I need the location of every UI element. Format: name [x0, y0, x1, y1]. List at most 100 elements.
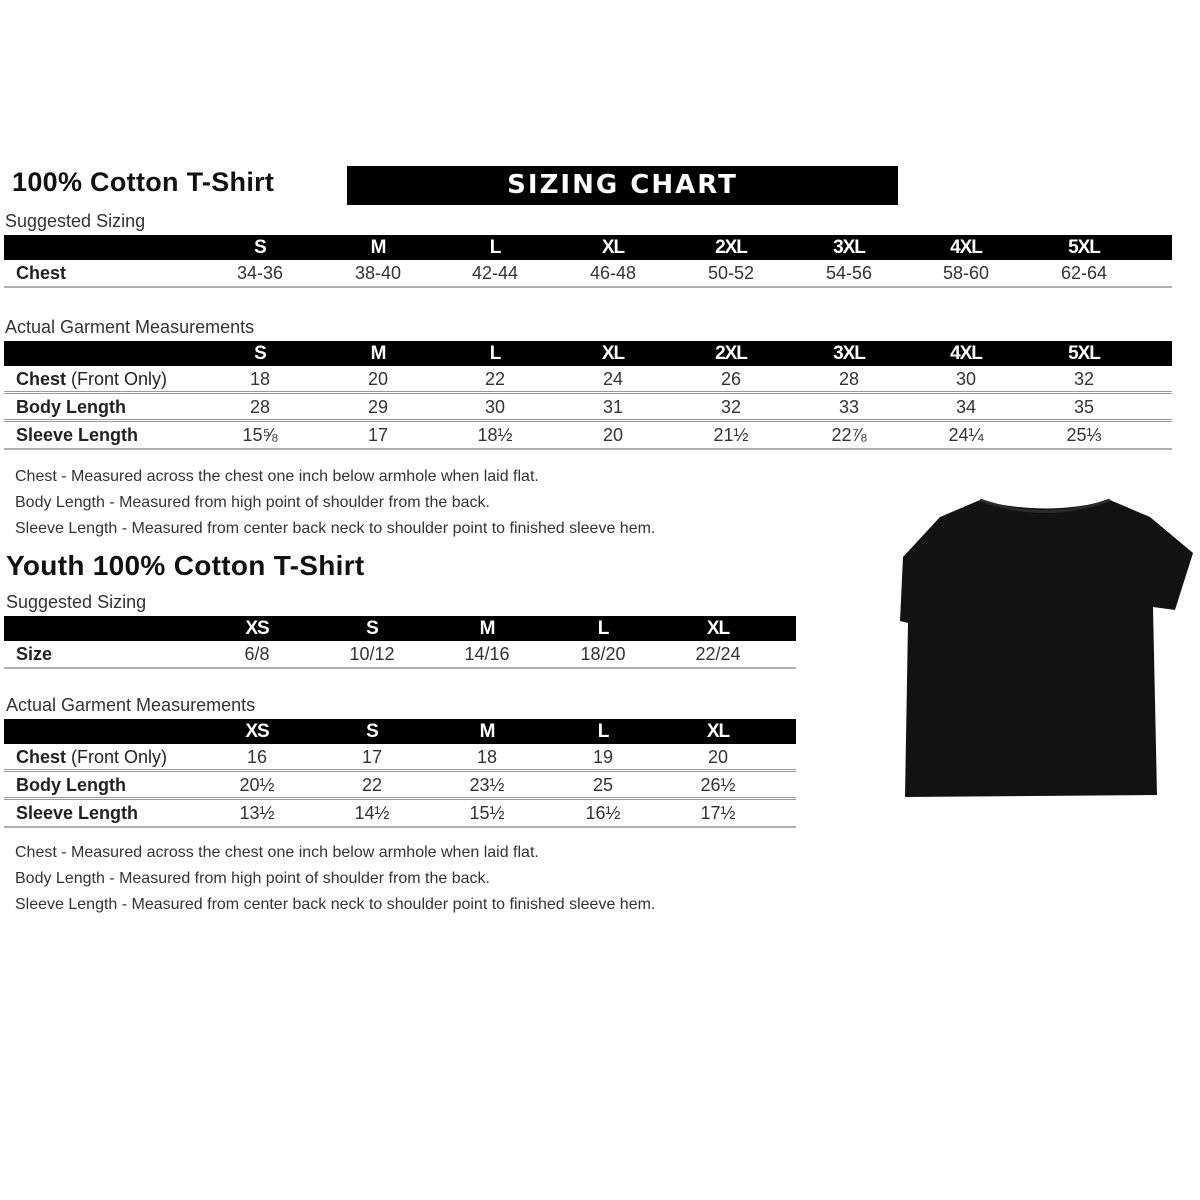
- row-label-qualifier: (Front Only): [71, 369, 168, 389]
- table-cell: 19: [592, 747, 614, 767]
- tshirt-shape: [900, 500, 1193, 797]
- table-cell: 20: [367, 369, 389, 389]
- table-cell: 31: [602, 397, 624, 417]
- table-cell: 20½: [239, 775, 275, 795]
- table-cell: 15½: [469, 803, 505, 823]
- row-label: Body Length: [16, 775, 126, 796]
- row-label-text: Chest: [16, 263, 67, 283]
- adult-suggested-label: Suggested Sizing: [5, 211, 146, 231]
- size-header-2xl: 2XL: [715, 343, 748, 364]
- size-header-s: S: [254, 343, 267, 364]
- row-label: Body Length: [16, 397, 126, 418]
- size-header-l: L: [489, 343, 502, 364]
- table-cell: 42-44: [471, 263, 519, 283]
- table-cell: 24¼: [948, 425, 984, 445]
- adult-note-chest: Chest - Measured across the chest one in…: [15, 468, 539, 485]
- size-header-m: M: [479, 618, 496, 639]
- table-cell: 29: [367, 397, 389, 417]
- table-cell: 50-52: [707, 263, 755, 283]
- sizing-chart-banner: SIZING CHART: [347, 166, 898, 205]
- row-label: Sleeve Length: [16, 803, 138, 824]
- table-cell: 17: [367, 425, 389, 445]
- table-cell: 26: [720, 369, 742, 389]
- table-cell: 30: [955, 369, 977, 389]
- row-label: Chest: [16, 263, 66, 284]
- table-cell: 18/20: [580, 644, 626, 664]
- table-cell: 38-40: [354, 263, 402, 283]
- table-cell: 14½: [354, 803, 390, 823]
- youth-suggested-label: Suggested Sizing: [6, 592, 147, 612]
- table-cell: 6/8: [244, 644, 270, 664]
- table-cell: 17: [361, 747, 383, 767]
- table-cell: 25⅓: [1066, 425, 1102, 445]
- tshirt-collar: [979, 498, 1111, 513]
- table-cell: 23½: [469, 775, 505, 795]
- table-row: Sleeve Length 15⅝ 17 18½ 20 21½ 22⅞ 24¼ 25⅓: [4, 422, 1172, 450]
- size-header-s: S: [254, 237, 267, 258]
- table-row: Body Length 28 29 30 31 32 33 34 35: [4, 394, 1172, 422]
- table-row: Body Length 20½ 22 23½ 25 26½: [4, 772, 796, 800]
- row-label: Chest (Front Only): [16, 369, 167, 390]
- size-header-2xl: 2XL: [715, 237, 748, 258]
- table-cell: 28: [838, 369, 860, 389]
- row-label-text: Sleeve Length: [16, 803, 139, 823]
- table-cell: 32: [720, 397, 742, 417]
- row-label-text: Body Length: [16, 397, 126, 417]
- table-cell: 16½: [585, 803, 621, 823]
- size-header-xl: XL: [601, 343, 625, 364]
- table-cell: 20: [707, 747, 729, 767]
- table-row: Chest (Front Only) 16 17 18 19 20: [4, 744, 796, 772]
- table-cell: 18: [476, 747, 498, 767]
- table-cell: 28: [249, 397, 271, 417]
- size-header-bar: XS S M L XL: [4, 719, 796, 744]
- size-header-4xl: 4XL: [950, 343, 983, 364]
- size-header-m: M: [479, 721, 496, 742]
- size-header-l: L: [489, 237, 502, 258]
- size-header-m: M: [370, 237, 387, 258]
- size-header-3xl: 3XL: [833, 343, 866, 364]
- table-cell: 20: [602, 425, 624, 445]
- size-header-xl: XL: [706, 721, 730, 742]
- table-cell: 10/12: [349, 644, 395, 664]
- size-header-bar: S M L XL 2XL 3XL 4XL 5XL: [4, 235, 1172, 260]
- row-label: Sleeve Length: [16, 425, 138, 446]
- table-cell: 15⅝: [242, 425, 278, 445]
- size-header-s: S: [366, 618, 379, 639]
- table-cell: 22: [484, 369, 506, 389]
- table-cell: 34: [955, 397, 977, 417]
- size-header-s: S: [366, 721, 379, 742]
- adult-note-sleeve: Sleeve Length - Measured from center bac…: [15, 520, 656, 537]
- size-header-3xl: 3XL: [833, 237, 866, 258]
- table-cell: 25: [592, 775, 614, 795]
- table-cell: 24: [602, 369, 624, 389]
- table-cell: 22⅞: [831, 425, 867, 445]
- row-label-text: Chest: [16, 747, 67, 767]
- size-header-5xl: 5XL: [1068, 237, 1101, 258]
- size-header-m: M: [370, 343, 387, 364]
- adult-title: 100% Cotton T-Shirt: [12, 167, 275, 197]
- size-header-5xl: 5XL: [1068, 343, 1101, 364]
- youth-note-body: Body Length - Measured from high point o…: [15, 870, 490, 887]
- table-row: Chest 34-36 38-40 42-44 46-48 50-52 54-56 58-60…: [4, 260, 1172, 288]
- row-label-text: Size: [16, 644, 53, 664]
- size-header-xs: XS: [245, 721, 269, 742]
- youth-suggested-table: XS S M L XL Size 6/8 10/12 14/16 18/20 22/24: [4, 616, 796, 669]
- table-cell: 34-36: [236, 263, 284, 283]
- table-cell: 17½: [700, 803, 736, 823]
- adult-note-body: Body Length - Measured from high point o…: [15, 494, 490, 511]
- table-cell: 13½: [239, 803, 275, 823]
- table-cell: 35: [1073, 397, 1095, 417]
- table-cell: 54-56: [825, 263, 873, 283]
- tshirt-image: [900, 498, 1193, 797]
- size-header-xl: XL: [601, 237, 625, 258]
- size-header-xl: XL: [706, 618, 730, 639]
- table-cell: 21½: [713, 425, 749, 445]
- youth-title: Youth 100% Cotton T-Shirt: [6, 550, 365, 581]
- row-label: Size: [16, 644, 52, 665]
- size-header-bar: S M L XL 2XL 3XL 4XL 5XL: [4, 341, 1172, 366]
- youth-note-chest: Chest - Measured across the chest one in…: [15, 844, 539, 861]
- table-cell: 18: [249, 369, 271, 389]
- size-header-bar: XS S M L XL: [4, 616, 796, 641]
- row-label-text: Sleeve Length: [16, 425, 139, 445]
- youth-actual-table: XS S M L XL Chest (Front Only) 16 17 18 19 20 Body …: [4, 719, 796, 828]
